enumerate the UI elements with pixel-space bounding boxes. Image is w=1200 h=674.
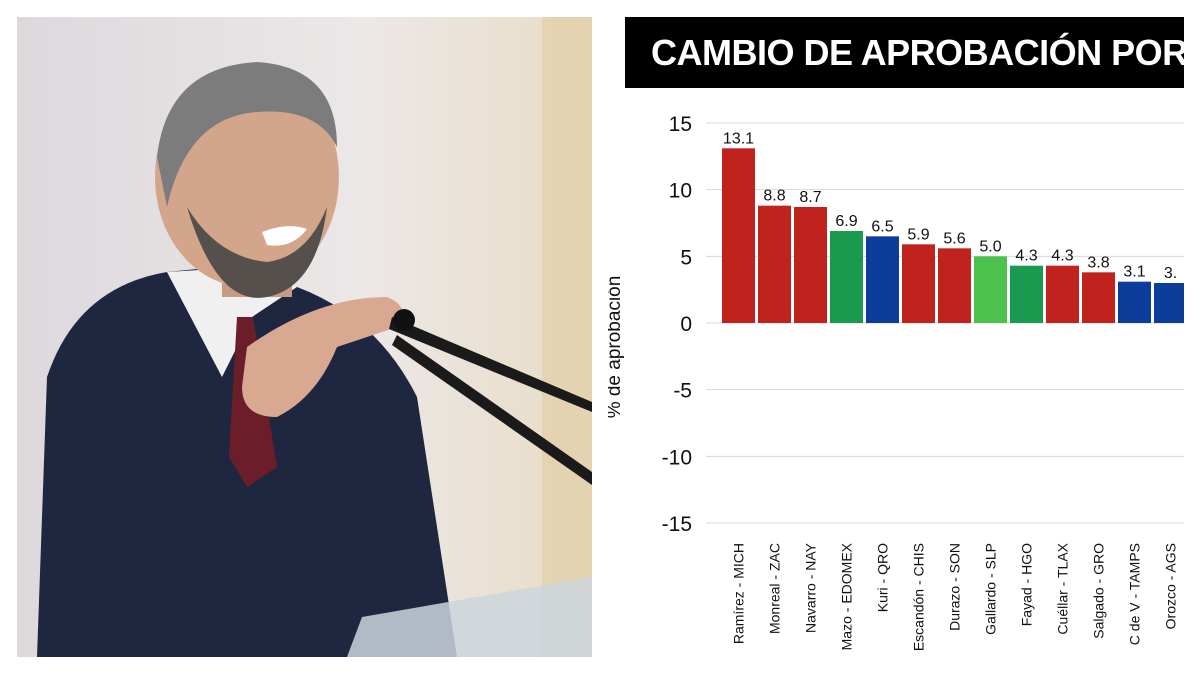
bar bbox=[974, 256, 1007, 323]
data-label: 5.6 bbox=[943, 230, 965, 247]
bar bbox=[902, 244, 935, 323]
data-label: 6.5 bbox=[871, 218, 893, 235]
y-tick-label: -15 bbox=[662, 513, 692, 536]
microphone-stand-upper bbox=[389, 317, 592, 412]
data-label: 3. bbox=[1164, 265, 1177, 282]
microphone-head bbox=[393, 309, 415, 331]
governor-photo bbox=[17, 17, 592, 657]
bar-chart: 15 10 5 0 -5 -10 -15 13.1 Ramírez - MICH 8.8 Monre… bbox=[662, 113, 1184, 651]
y-tick-label: 5 bbox=[680, 246, 692, 269]
bar bbox=[722, 148, 755, 323]
smile bbox=[262, 226, 307, 246]
data-label: 3.1 bbox=[1123, 264, 1145, 281]
bar bbox=[1046, 265, 1079, 323]
data-label: 4.3 bbox=[1015, 248, 1037, 265]
photo-illustration bbox=[17, 17, 592, 657]
x-tick-label: Ramírez - MICH bbox=[731, 543, 747, 644]
y-tick-label: 15 bbox=[669, 113, 692, 136]
microphone-stand-lower bbox=[392, 335, 592, 485]
bar bbox=[1082, 272, 1115, 323]
x-tick-label: Kuri - QRO bbox=[875, 543, 891, 612]
y-tick-label: 10 bbox=[669, 180, 692, 203]
y-tick-label: 0 bbox=[680, 313, 692, 336]
x-tick-label: Durazo - SON bbox=[947, 543, 963, 631]
bar bbox=[866, 236, 899, 323]
hair bbox=[157, 62, 337, 207]
y-tick-label: -5 bbox=[673, 380, 692, 403]
x-tick-label: Cuéllar - TLAX bbox=[1055, 542, 1071, 634]
data-label: 6.9 bbox=[835, 213, 857, 230]
approval-chart-panel: CAMBIO DE APROBACIÓN POR E % de aprobaci… bbox=[608, 17, 1184, 657]
data-label: 4.3 bbox=[1051, 248, 1073, 265]
x-tick-label: Orozco - AGS bbox=[1163, 543, 1179, 629]
x-tick-label: Navarro - NAY bbox=[803, 542, 819, 633]
bar bbox=[830, 231, 863, 323]
data-label: 5.9 bbox=[907, 226, 929, 243]
bar bbox=[938, 248, 971, 323]
curtain-edge bbox=[542, 17, 592, 657]
beard bbox=[187, 207, 327, 298]
bar bbox=[1118, 281, 1151, 323]
data-label: 5.0 bbox=[979, 238, 1001, 255]
x-tick-label: C de V - TAMPS bbox=[1127, 543, 1143, 645]
glass-podium bbox=[347, 577, 592, 657]
x-tick-label: Monreal - ZAC bbox=[767, 543, 783, 634]
x-tick-label: Gallardo - SLP bbox=[983, 543, 999, 635]
chart-title: CAMBIO DE APROBACIÓN POR E bbox=[651, 32, 1184, 73]
bar bbox=[758, 205, 791, 323]
data-label: 8.7 bbox=[799, 189, 821, 206]
data-label: 8.8 bbox=[763, 188, 785, 205]
data-label: 3.8 bbox=[1087, 254, 1109, 271]
x-tick-label: Mazo - EDOMEX bbox=[839, 542, 855, 650]
data-label: 13.1 bbox=[723, 130, 754, 147]
chart-title-bar: CAMBIO DE APROBACIÓN POR E bbox=[625, 17, 1184, 88]
x-tick-label: Escandón - CHIS bbox=[911, 543, 927, 651]
y-tick-label: -10 bbox=[662, 446, 692, 469]
x-tick-label: Salgado - GRO bbox=[1091, 543, 1107, 639]
bar bbox=[1010, 265, 1043, 323]
bar bbox=[1154, 283, 1184, 323]
bar bbox=[794, 207, 827, 323]
x-tick-label: Fayad - HGO bbox=[1019, 543, 1035, 626]
raised-hand bbox=[242, 297, 403, 417]
